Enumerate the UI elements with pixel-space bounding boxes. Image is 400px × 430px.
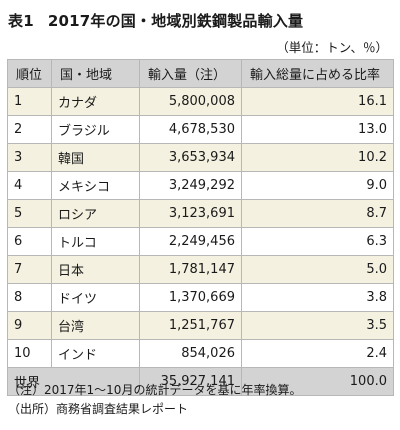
share-cell: 6.3 (241, 227, 394, 256)
table-row: 7 日本 1,781,147 5.0 (7, 255, 394, 284)
table-row: 9 台湾 1,251,767 3.5 (7, 311, 394, 340)
country-cell: ロシア (51, 199, 140, 228)
rank-cell: 7 (7, 255, 52, 284)
share-cell: 3.5 (241, 311, 394, 340)
table-title-text: 2017年の国・地域別鉄鋼製品輸入量 (47, 12, 304, 30)
table-row: 6 トルコ 2,249,456 6.3 (7, 227, 394, 256)
header-country: 国・地域 (51, 59, 140, 88)
volume-cell: 1,251,767 (139, 311, 242, 340)
footnote-note: （注）2017年1〜10月の統計データを基に年率換算。 (8, 383, 302, 397)
table-row: 1 カナダ 5,800,008 16.1 (7, 87, 394, 116)
table-row: 3 韓国 3,653,934 10.2 (7, 143, 394, 172)
rank-cell: 10 (7, 339, 52, 368)
table-total-row: 世界 35,927,141 100.0 (7, 367, 394, 396)
table-title: 表1 2017年の国・地域別鉄鋼製品輸入量 (8, 10, 303, 31)
volume-cell: 5,800,008 (139, 87, 242, 116)
header-rank: 順位 (7, 59, 52, 88)
share-cell: 13.0 (241, 115, 394, 144)
total-share: 100.0 (241, 367, 394, 396)
table-header-row: 順位 国・地域 輸入量（注） 輸入総量に占める比率 (7, 59, 394, 88)
rank-cell: 2 (7, 115, 52, 144)
rank-cell: 4 (7, 171, 52, 200)
country-cell: 日本 (51, 255, 140, 284)
table-row: 4 メキシコ 3,249,292 9.0 (7, 171, 394, 200)
table-row: 2 ブラジル 4,678,530 13.0 (7, 115, 394, 144)
rank-cell: 9 (7, 311, 52, 340)
country-cell: カナダ (51, 87, 140, 116)
country-cell: インド (51, 339, 140, 368)
total-label: 世界 (7, 367, 140, 396)
rank-cell: 8 (7, 283, 52, 312)
rank-cell: 1 (7, 87, 52, 116)
import-volume-table: 順位 国・地域 輸入量（注） 輸入総量に占める比率 1 カナダ 5,800,00… (7, 59, 394, 396)
share-cell: 10.2 (241, 143, 394, 172)
country-cell: ドイツ (51, 283, 140, 312)
share-cell: 3.8 (241, 283, 394, 312)
country-cell: トルコ (51, 227, 140, 256)
share-cell: 16.1 (241, 87, 394, 116)
unit-label: （単位：トン、％） (276, 40, 388, 55)
volume-cell: 1,370,669 (139, 283, 242, 312)
table-number: 表1 (8, 12, 34, 30)
volume-cell: 4,678,530 (139, 115, 242, 144)
volume-cell: 854,026 (139, 339, 242, 368)
volume-cell: 1,781,147 (139, 255, 242, 284)
table-row: 5 ロシア 3,123,691 8.7 (7, 199, 394, 228)
share-cell: 9.0 (241, 171, 394, 200)
header-volume: 輸入量（注） (139, 59, 242, 88)
country-cell: メキシコ (51, 171, 140, 200)
volume-cell: 2,249,456 (139, 227, 242, 256)
country-cell: ブラジル (51, 115, 140, 144)
country-cell: 韓国 (51, 143, 140, 172)
rank-cell: 3 (7, 143, 52, 172)
volume-cell: 3,123,691 (139, 199, 242, 228)
share-cell: 2.4 (241, 339, 394, 368)
table-row: 10 インド 854,026 2.4 (7, 339, 394, 368)
volume-cell: 3,653,934 (139, 143, 242, 172)
rank-cell: 6 (7, 227, 52, 256)
footnote-source: （出所）商務省調査結果レポート (8, 402, 189, 416)
share-cell: 8.7 (241, 199, 394, 228)
header-share: 輸入総量に占める比率 (241, 59, 394, 88)
share-cell: 5.0 (241, 255, 394, 284)
volume-cell: 3,249,292 (139, 171, 242, 200)
table-row: 8 ドイツ 1,370,669 3.8 (7, 283, 394, 312)
rank-cell: 5 (7, 199, 52, 228)
country-cell: 台湾 (51, 311, 140, 340)
